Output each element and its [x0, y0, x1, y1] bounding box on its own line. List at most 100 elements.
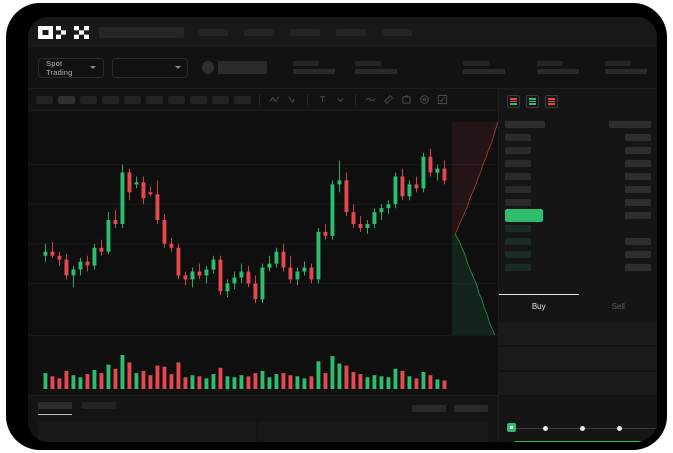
text-icon[interactable]	[316, 93, 329, 106]
market-sub-header: Spot Trading	[28, 47, 657, 89]
pair-name-label	[218, 61, 267, 74]
search-input[interactable]	[99, 26, 184, 38]
orders-panel	[28, 395, 498, 442]
orderbook-ask-row[interactable]	[505, 183, 651, 196]
candlestick-chart[interactable]	[28, 111, 498, 335]
settings-icon[interactable]	[418, 93, 431, 106]
stat-4	[605, 61, 647, 74]
ruler-icon[interactable]	[382, 93, 395, 106]
slider-stop-25[interactable]	[543, 425, 548, 431]
order-form-fields	[499, 322, 657, 397]
orderbook-bid-row[interactable]	[505, 222, 651, 235]
stat-0	[293, 61, 335, 74]
nav-item-2[interactable]	[290, 28, 320, 36]
orders-action-0[interactable]	[412, 405, 446, 412]
table-row[interactable]	[258, 421, 488, 442]
okx-logo-x-icon	[74, 25, 89, 39]
chevron-down-icon	[89, 66, 96, 69]
magnet-icon[interactable]	[400, 93, 413, 106]
timeframe-9[interactable]	[234, 95, 251, 104]
tab-buy[interactable]: Buy	[499, 294, 579, 318]
orderbook-col-price	[505, 121, 545, 128]
device-bezel: Spot Trading	[6, 3, 667, 450]
okx-logo-o-icon	[38, 25, 53, 39]
cursor-icon[interactable]	[286, 93, 299, 106]
orders-panel-tabs	[28, 396, 498, 415]
okx-logo[interactable]	[38, 25, 89, 39]
slider-stop-50[interactable]	[580, 425, 585, 431]
orders-panel-actions	[412, 405, 488, 412]
slider-handle[interactable]	[507, 423, 516, 432]
pair-selector[interactable]	[111, 57, 189, 78]
orders-rows	[28, 409, 498, 442]
orderbook-view-toggles	[499, 89, 657, 114]
tab-sell[interactable]: Sell	[611, 301, 625, 311]
orderbook-and-form-panel: Buy Sell	[498, 89, 657, 442]
orderbook-ask-row[interactable]	[505, 131, 651, 144]
volume-chart	[28, 335, 498, 395]
fullscreen-icon[interactable]	[436, 93, 449, 106]
toolbar-divider	[355, 94, 356, 105]
top-navigation-bar	[28, 17, 657, 47]
stat-3	[537, 61, 579, 74]
orderbook-bid-row[interactable]	[505, 235, 651, 248]
order-total-input[interactable]	[499, 372, 657, 396]
candlestick-svg	[28, 148, 498, 304]
coin-avatar	[202, 61, 215, 74]
timeframe-1[interactable]	[58, 95, 75, 104]
orderbook-asks-icon[interactable]	[545, 95, 558, 108]
stat-1	[355, 61, 397, 74]
orderbook-last-price-row	[505, 209, 651, 222]
orderbook-header-row	[505, 118, 651, 131]
orderbook-bid-row[interactable]	[505, 261, 651, 274]
orders-action-1[interactable]	[454, 405, 488, 412]
slider-stop-100[interactable]	[656, 425, 657, 431]
order-form-tabs: Buy Sell	[499, 294, 657, 318]
orderbook-ask-row[interactable]	[505, 170, 651, 183]
timeframe-0[interactable]	[36, 95, 53, 104]
wave-icon[interactable]	[364, 93, 377, 106]
toolbar-divider	[259, 94, 260, 105]
orderbook-both-icon[interactable]	[507, 95, 520, 108]
stat-2	[463, 61, 505, 74]
last-price-badge	[505, 209, 543, 222]
volume-svg	[43, 355, 447, 390]
order-price-input[interactable]	[499, 322, 657, 346]
orderbook-rows	[499, 114, 657, 274]
nav-item-0[interactable]	[198, 28, 228, 36]
chevron-down-icon[interactable]	[334, 93, 347, 106]
submit-buy-button[interactable]	[513, 441, 657, 442]
order-amount-input[interactable]	[499, 347, 657, 371]
nav-item-3[interactable]	[336, 28, 366, 36]
slider-stop-75[interactable]	[617, 425, 622, 431]
depth-chart-overlay	[452, 122, 503, 352]
toolbar-divider	[307, 94, 308, 105]
timeframe-2[interactable]	[80, 95, 97, 104]
orderbook-ask-row[interactable]	[505, 157, 651, 170]
trading-mode-selector[interactable]: Spot Trading	[38, 57, 104, 78]
nav-item-1[interactable]	[244, 28, 274, 36]
orderbook-col-amount	[609, 121, 651, 128]
tab-order-history[interactable]	[82, 402, 116, 409]
timeframe-5[interactable]	[146, 95, 163, 104]
device-screen: Spot Trading	[28, 17, 657, 442]
timeframe-4[interactable]	[124, 95, 141, 104]
timeframe-8[interactable]	[212, 95, 229, 104]
table-row[interactable]	[38, 421, 257, 442]
tab-open-orders[interactable]	[38, 402, 72, 415]
trading-mode-label: Spot Trading	[46, 58, 73, 77]
nav-item-4[interactable]	[382, 28, 412, 36]
okx-logo-k-icon	[56, 25, 66, 39]
orderbook-ask-row[interactable]	[505, 196, 651, 209]
timeframe-3[interactable]	[102, 95, 119, 104]
chevron-down-icon	[175, 66, 182, 69]
timeframe-6[interactable]	[168, 95, 185, 104]
timeframe-7[interactable]	[190, 95, 207, 104]
order-percent-slider[interactable]	[507, 423, 657, 433]
trendline-icon[interactable]	[268, 93, 281, 106]
orderbook-bids-icon[interactable]	[526, 95, 539, 108]
orderbook-ask-row[interactable]	[505, 144, 651, 157]
orderbook-bid-row[interactable]	[505, 248, 651, 261]
chart-toolbar	[28, 89, 498, 111]
